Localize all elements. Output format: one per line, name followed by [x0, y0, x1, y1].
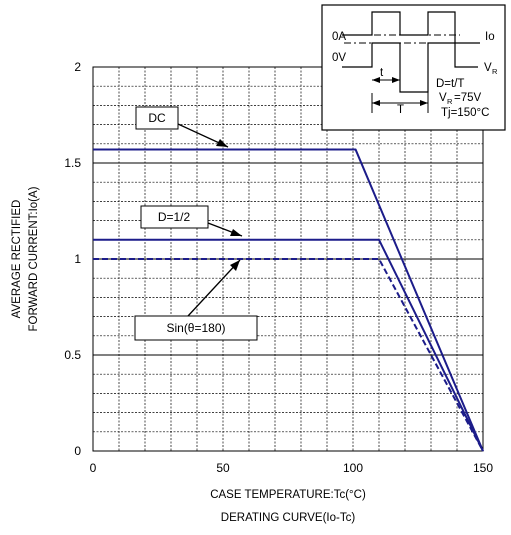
inset-label-io: Io	[485, 31, 495, 43]
series-line-1	[93, 238, 484, 452]
y-tick-label: 0.5	[64, 348, 81, 362]
inset-label-vr-value-v: V	[439, 92, 447, 104]
annotation-label-sin: Sin(θ=180)	[166, 321, 225, 335]
annotation-box-d-half	[140, 205, 209, 229]
x-tick-label: 100	[343, 461, 363, 475]
x-tick-label: 0	[90, 461, 97, 475]
series-line-0	[93, 148, 484, 452]
series-line-2	[93, 258, 484, 452]
inset-t-arrow-left	[372, 77, 380, 83]
series-group	[93, 148, 484, 452]
y-axis-title-line2: FORWARD CURRENT:Io(A)	[28, 186, 40, 331]
annotations: DC D=1/2 Sin(θ=180)	[134, 106, 258, 341]
annotation-box-dc	[135, 106, 179, 130]
inset-period-arrow-left	[372, 100, 380, 106]
x-tick-label: 50	[216, 461, 230, 475]
inset-label-0v: 0V	[332, 52, 346, 64]
inset-t-arrow-right	[392, 77, 400, 83]
y-tick-label: 2	[74, 60, 81, 74]
annotation-box-sin	[134, 315, 258, 341]
inset-label-0a: 0A	[332, 31, 346, 43]
y-tick-label: 1.5	[64, 156, 81, 170]
annotation-arrowhead-dc	[216, 139, 228, 147]
y-axis-title-line1: AVERAGE RECTIFIED	[11, 200, 23, 319]
inset-label-vr-value: =75V	[454, 92, 482, 104]
inset-label-tj: Tj=150°C	[441, 107, 489, 119]
annotation-arrow-sin	[187, 259, 241, 317]
inset-vr-waveform	[342, 42, 478, 93]
annotation-arrowhead-sin	[230, 260, 240, 271]
chart-caption: DERATING CURVE(Io-Tc)	[221, 512, 356, 524]
annotation-label-d-half: D=1/2	[158, 210, 191, 224]
inset-label-vr-sub: R	[492, 67, 498, 76]
x-axis-title: CASE TEMPERATURE:Tc(°C)	[210, 489, 366, 501]
tick-labels: 0 50 100 150 0 0.5 1 1.5 2	[64, 60, 493, 475]
inset-label-vr: V	[484, 62, 492, 74]
annotation-arrowhead-d-half	[230, 229, 242, 236]
x-tick-label: 150	[473, 461, 493, 475]
annotation-label-dc: DC	[148, 111, 166, 125]
y-tick-label: 1	[74, 252, 81, 266]
inset-label-t: t	[380, 67, 384, 79]
inset-label-period: T	[397, 104, 404, 116]
inset-io-waveform	[342, 11, 480, 44]
waveform-inset: 0A 0V Io V R t T D=t/T V R =75V Tj=150°C	[321, 4, 506, 131]
inset-period-arrow-right	[420, 100, 428, 106]
inset-label-vr-value-sub: R	[447, 97, 453, 106]
y-tick-label: 0	[74, 444, 81, 458]
inset-label-duty: D=t/T	[436, 78, 464, 90]
